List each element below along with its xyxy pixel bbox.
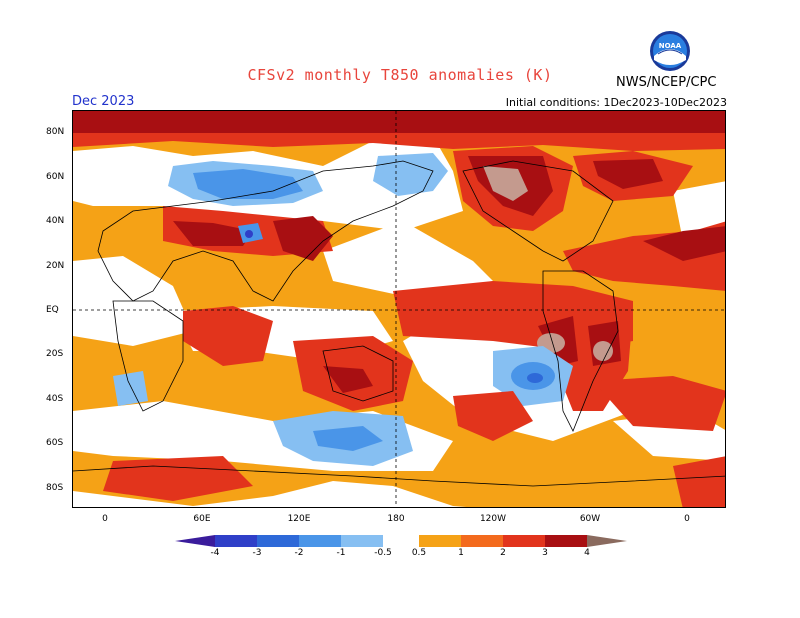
colorbar-arrow-left <box>175 535 215 547</box>
anomaly-map <box>72 110 726 508</box>
colorbar-segment <box>503 535 545 547</box>
lon-label-60e: 60E <box>193 514 211 524</box>
lat-label-60s: 60S <box>46 438 64 448</box>
colorbar-label: -4 <box>210 548 220 558</box>
lat-label-40n: 40N <box>46 216 65 226</box>
colorbar-label: 4 <box>584 548 590 558</box>
colorbar-segment <box>461 535 503 547</box>
lon-label-0: 0 <box>102 514 108 524</box>
lat-label-eq: EQ <box>46 305 59 315</box>
colorbar-segment <box>383 535 419 547</box>
lon-label-120w: 120W <box>479 514 507 524</box>
colorbar-segment <box>299 535 341 547</box>
agency-label: NWS/NCEP/CPC <box>616 75 717 90</box>
lon-label-120e: 120E <box>287 514 311 524</box>
colorbar-label: 2 <box>500 548 506 558</box>
colorbar-segment <box>419 535 461 547</box>
colorbar-label: 3 <box>542 548 548 558</box>
colorbar-segment <box>215 535 257 547</box>
forecast-month: Dec 2023 <box>72 94 135 109</box>
lat-label-60n: 60N <box>46 172 65 182</box>
anomaly-field <box>73 111 725 507</box>
noaa-logo: NOAA <box>650 31 690 71</box>
colorbar-label: -2 <box>294 548 304 558</box>
svg-text:NOAA: NOAA <box>659 42 682 50</box>
colorbar-segment <box>257 535 299 547</box>
chart-title: CFSv2 monthly T850 anomalies (K) <box>247 66 553 84</box>
lon-label-60w: 60W <box>579 514 601 524</box>
lon-label-180: 180 <box>387 514 405 524</box>
colorbar-segment <box>545 535 587 547</box>
lat-label-80s: 80S <box>46 483 64 493</box>
colorbar <box>175 535 627 547</box>
colorbar-label: -0.5 <box>374 548 392 558</box>
colorbar-segment <box>341 535 383 547</box>
lat-label-20n: 20N <box>46 261 65 271</box>
colorbar-label: -3 <box>252 548 262 558</box>
colorbar-label: 0.5 <box>411 548 427 558</box>
lat-label-20s: 20S <box>46 349 64 359</box>
colorbar-label: 1 <box>458 548 464 558</box>
lat-label-40s: 40S <box>46 394 64 404</box>
colorbar-arrow-right <box>587 535 627 547</box>
lon-label-0-east: 0 <box>684 514 690 524</box>
colorbar-label: -1 <box>336 548 346 558</box>
lat-label-80n: 80N <box>46 127 65 137</box>
initial-conditions: Initial conditions: 1Dec2023-10Dec2023 <box>505 96 727 109</box>
